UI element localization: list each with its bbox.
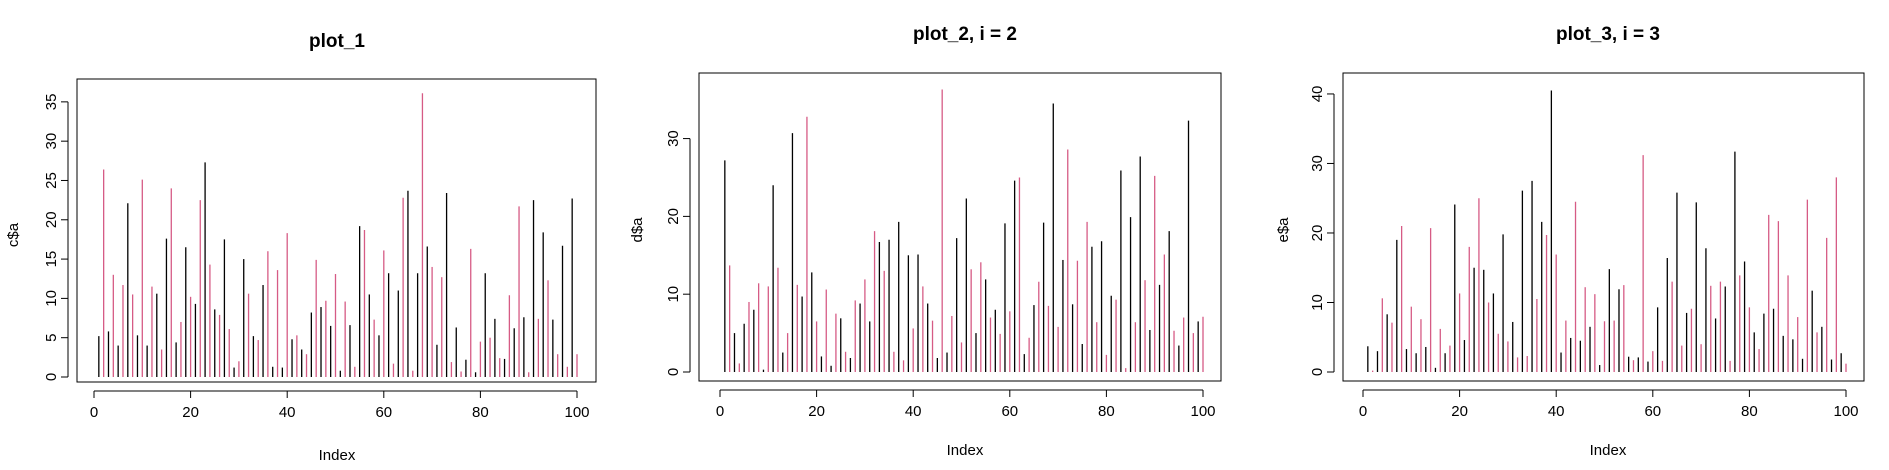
x-tick-label: 60 xyxy=(375,404,392,421)
y-tick-label: 20 xyxy=(1309,225,1326,242)
plot-frame xyxy=(76,78,597,383)
x-tick-label: 80 xyxy=(1741,403,1758,420)
y-tick-label: 25 xyxy=(43,172,60,189)
chart-title: plot_1 xyxy=(309,31,365,52)
y-tick-label: 30 xyxy=(665,130,682,147)
y-tick-label: 0 xyxy=(1309,368,1326,376)
y-axis-label: e$a xyxy=(1275,217,1292,243)
y-tick-label: 0 xyxy=(665,368,682,376)
chart-panel-3: plot_3, i = 3 Index e$a 0 20 40 60 80 100 0 10 2… xyxy=(1275,24,1865,459)
x-tick-label: 0 xyxy=(1359,403,1367,420)
x-axis-label: Index xyxy=(947,442,984,459)
chart-title: plot_2, i = 2 xyxy=(913,24,1017,45)
x-tick-label: 60 xyxy=(1001,403,1018,420)
y-tick-label: 10 xyxy=(1309,294,1326,311)
chart-title: plot_3, i = 3 xyxy=(1556,24,1660,45)
x-tick-label: 40 xyxy=(1548,403,1565,420)
y-tick-label: 15 xyxy=(43,251,60,268)
x-axis-label: Index xyxy=(319,447,356,464)
y-axis-label: c$a xyxy=(5,222,22,247)
x-tick-label: 0 xyxy=(716,403,724,420)
y-tick-label: 5 xyxy=(43,334,60,342)
x-tick-label: 40 xyxy=(905,403,922,420)
x-tick-label: 0 xyxy=(90,404,98,421)
x-tick-label: 40 xyxy=(279,404,296,421)
x-tick-label: 100 xyxy=(564,404,589,421)
plot-frame xyxy=(698,72,1222,382)
chart-panel-1: plot_1 Index c$a 0 20 40 60 80 100 0 5 10 15 20 25 3… xyxy=(5,31,597,464)
y-tick-label: 0 xyxy=(43,373,60,381)
x-tick-label: 60 xyxy=(1644,403,1661,420)
x-axis-label: Index xyxy=(1590,442,1627,459)
x-tick-label: 100 xyxy=(1190,403,1215,420)
y-tick-label: 20 xyxy=(43,211,60,228)
y-tick-label: 40 xyxy=(1309,86,1326,103)
plot-frame xyxy=(1342,72,1865,382)
y-tick-label: 20 xyxy=(665,208,682,225)
x-tick-label: 20 xyxy=(808,403,825,420)
chart-panel-2: plot_2, i = 2 Index d$a 0 20 40 60 80 100 0 10 2… xyxy=(629,24,1222,459)
y-tick-label: 30 xyxy=(43,133,60,150)
y-tick-label: 35 xyxy=(43,94,60,111)
x-tick-label: 20 xyxy=(1451,403,1468,420)
y-tick-label: 30 xyxy=(1309,155,1326,172)
x-tick-label: 80 xyxy=(472,404,489,421)
x-tick-label: 100 xyxy=(1833,403,1858,420)
x-tick-label: 20 xyxy=(182,404,199,421)
y-axis-label: d$a xyxy=(629,217,646,243)
y-tick-label: 10 xyxy=(665,286,682,303)
x-tick-label: 80 xyxy=(1098,403,1115,420)
y-tick-label: 10 xyxy=(43,290,60,307)
